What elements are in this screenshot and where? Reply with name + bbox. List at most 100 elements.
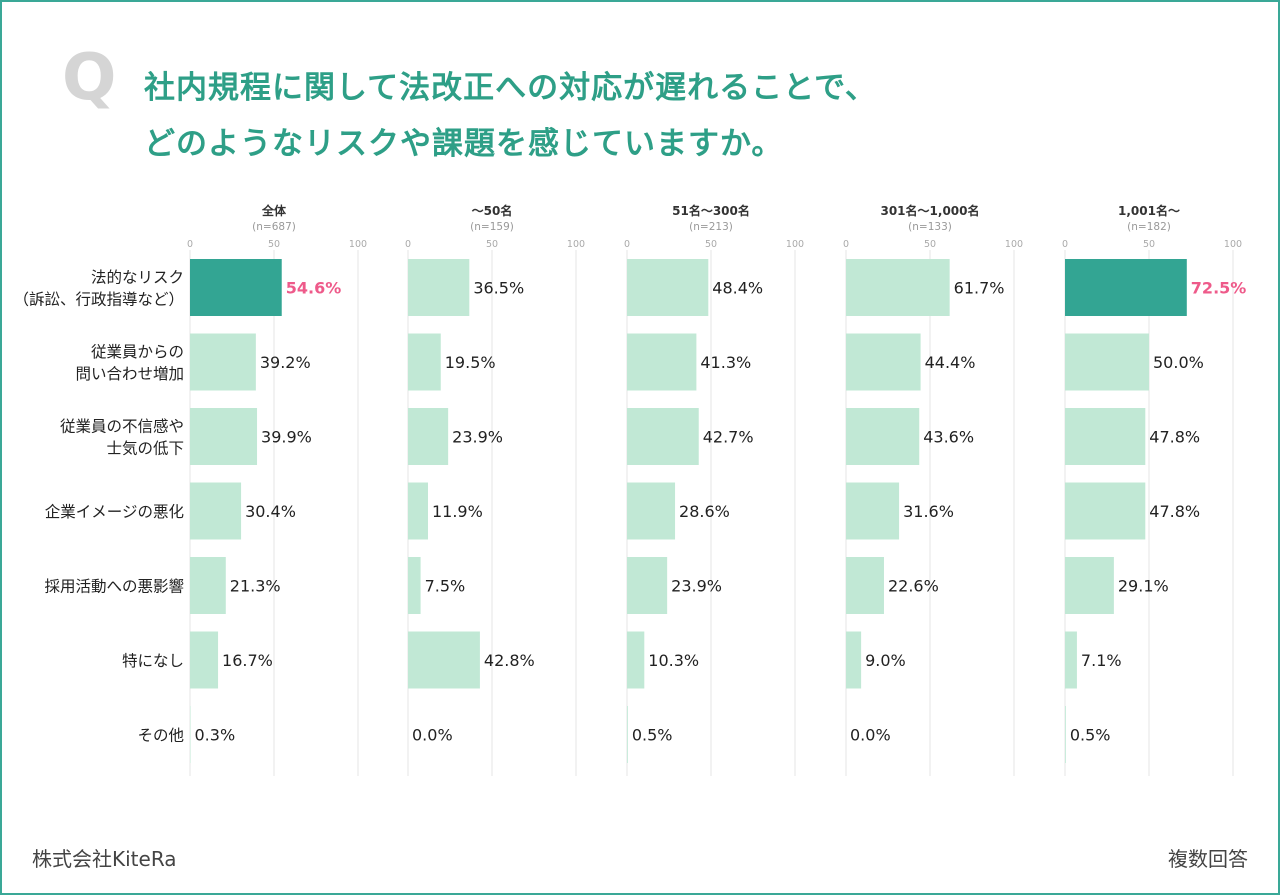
tick-label: 100 <box>1005 239 1023 250</box>
category-label: 採用活動への悪影響 <box>44 578 184 596</box>
data-label: 44.4% <box>925 353 976 372</box>
data-label: 9.0% <box>865 651 906 670</box>
category-label: 問い合わせ増加 <box>75 365 184 383</box>
data-label: 0.0% <box>850 726 891 745</box>
panel-sample-size: (n=687) <box>252 221 296 233</box>
bar <box>1065 259 1187 316</box>
category-label: その他 <box>137 727 184 745</box>
bar <box>846 259 950 316</box>
data-label: 23.9% <box>452 428 503 447</box>
panel-title: 1,001名〜 <box>1118 203 1180 218</box>
category-label: 従業員からの <box>91 343 184 361</box>
bar <box>408 259 470 316</box>
bar <box>408 557 421 614</box>
bar <box>627 333 697 391</box>
bar <box>627 706 628 763</box>
chart-title-line-1: 社内規程に関して法改正への対応が遅れることで、 <box>144 70 877 106</box>
data-label: 23.9% <box>671 577 722 596</box>
panel-sample-size: (n=182) <box>1127 221 1171 233</box>
data-label: 10.3% <box>648 651 699 670</box>
tick-label: 50 <box>268 239 280 250</box>
panel-sample-size: (n=213) <box>689 221 733 233</box>
data-label: 72.5% <box>1191 279 1247 298</box>
tick-label: 50 <box>705 239 717 250</box>
category-label: 法的なリスク <box>91 269 184 287</box>
bar <box>627 408 699 465</box>
data-label: 39.9% <box>261 428 312 447</box>
data-label: 54.6% <box>286 279 342 298</box>
bar <box>627 482 676 540</box>
data-label: 19.5% <box>445 353 496 372</box>
tick-label: 0 <box>843 239 849 250</box>
bar <box>846 557 884 614</box>
tick-label: 50 <box>924 239 936 250</box>
bar <box>190 333 256 391</box>
data-label: 28.6% <box>679 502 730 521</box>
data-label: 21.3% <box>230 577 281 596</box>
bar <box>1065 408 1146 465</box>
data-label: 7.5% <box>425 577 466 596</box>
data-label: 42.7% <box>703 428 754 447</box>
tick-label: 0 <box>405 239 411 250</box>
tick-label: 50 <box>486 239 498 250</box>
category-label: 特になし <box>122 652 184 670</box>
bar <box>627 259 709 316</box>
panel-title: 〜50名 <box>472 203 513 218</box>
tick-label: 50 <box>1143 239 1155 250</box>
data-label: 50.0% <box>1153 353 1204 372</box>
data-label: 42.8% <box>484 651 535 670</box>
data-label: 47.8% <box>1149 502 1200 521</box>
data-label: 30.4% <box>245 502 296 521</box>
category-label: 従業員の不信感や <box>60 418 184 436</box>
category-label: 士気の低下 <box>106 440 184 458</box>
tick-label: 0 <box>624 239 630 250</box>
bar <box>1065 557 1114 614</box>
data-label: 0.5% <box>632 726 673 745</box>
tick-label: 100 <box>349 239 367 250</box>
bar <box>1065 482 1146 540</box>
bar <box>846 482 900 540</box>
chart-title: 社内規程に関して法改正への対応が遅れることで、 どのようなリスクや課題を感じてい… <box>144 60 1244 172</box>
bar <box>846 408 920 465</box>
tick-label: 0 <box>1062 239 1068 250</box>
bar <box>846 333 921 391</box>
bar <box>190 259 282 316</box>
data-label: 0.3% <box>195 726 236 745</box>
bar <box>846 631 862 689</box>
bar <box>190 408 258 465</box>
chart-title-line-2: どのようなリスクや課題を感じていますか。 <box>144 126 784 162</box>
data-label: 31.6% <box>903 502 954 521</box>
data-label: 41.3% <box>700 353 751 372</box>
bar <box>190 706 191 763</box>
bar <box>408 482 428 540</box>
panel-title: 51名〜300名 <box>672 203 750 218</box>
bar <box>190 557 226 614</box>
bar <box>1065 333 1149 391</box>
data-label: 29.1% <box>1118 577 1169 596</box>
panel-sample-size: (n=159) <box>470 221 514 233</box>
panel-sample-size: (n=133) <box>908 221 952 233</box>
bar <box>1065 631 1077 689</box>
data-label: 16.7% <box>222 651 273 670</box>
bar <box>190 631 219 689</box>
panel-title: 全体 <box>261 203 287 218</box>
tick-label: 0 <box>187 239 193 250</box>
bar <box>190 482 242 540</box>
data-label: 0.5% <box>1070 726 1111 745</box>
bar <box>627 557 668 614</box>
category-label: 企業イメージの悪化 <box>45 503 184 521</box>
bar <box>627 631 645 689</box>
bar <box>408 333 441 391</box>
bar <box>1065 706 1066 763</box>
data-label: 43.6% <box>923 428 974 447</box>
data-label: 22.6% <box>888 577 939 596</box>
data-label: 47.8% <box>1149 428 1200 447</box>
data-label: 0.0% <box>412 726 453 745</box>
category-label: （訴訟、行政指導など） <box>13 291 184 309</box>
answer-type-note: 複数回答 <box>1168 847 1248 871</box>
company-name: 株式会社KiteRa <box>32 847 177 871</box>
tick-label: 100 <box>567 239 585 250</box>
data-label: 11.9% <box>432 502 483 521</box>
question-mark-icon: Q <box>62 41 117 115</box>
